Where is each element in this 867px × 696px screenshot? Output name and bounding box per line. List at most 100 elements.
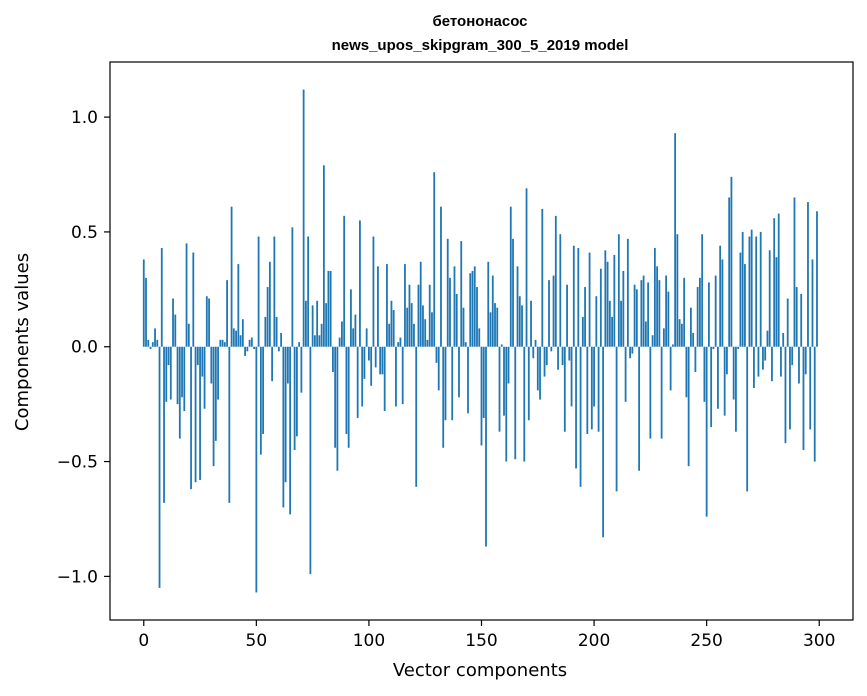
bar [336, 346, 339, 471]
bar [417, 284, 420, 347]
bar [719, 245, 722, 347]
bar [744, 264, 746, 347]
bar [584, 287, 586, 347]
bar [649, 346, 652, 439]
bar [777, 213, 780, 347]
bar [793, 197, 796, 347]
bar [280, 332, 283, 347]
bar [145, 277, 147, 347]
bar [307, 236, 310, 347]
bar [633, 284, 636, 347]
bar [750, 229, 753, 347]
bar [572, 245, 575, 347]
bar [532, 346, 535, 359]
bar [676, 234, 679, 347]
bar [149, 346, 152, 350]
bar [608, 300, 611, 347]
bar [534, 339, 537, 347]
bar [570, 346, 573, 407]
bar [635, 289, 638, 347]
bar [467, 346, 469, 414]
bar [739, 252, 742, 347]
bar [602, 346, 604, 538]
bar [460, 241, 463, 347]
y-tick-label: −1.0 [57, 567, 98, 587]
bar [662, 328, 665, 347]
x-tick-label: 250 [690, 631, 722, 651]
bar [395, 346, 397, 407]
bar [359, 220, 361, 347]
bar [230, 206, 233, 347]
bar [764, 346, 767, 361]
bar [606, 261, 609, 347]
bar [392, 310, 395, 347]
bar [518, 296, 521, 347]
bar [178, 346, 181, 439]
bar [451, 346, 454, 421]
bar [293, 346, 296, 451]
bar [372, 236, 375, 347]
bar [410, 303, 413, 347]
bar [809, 346, 812, 430]
bar [325, 303, 328, 347]
bar [464, 342, 467, 347]
bar [426, 339, 429, 347]
bar [167, 346, 170, 366]
x-axis-ticks: 0 50 100 150 200 250 300 [138, 620, 835, 651]
bar [471, 270, 474, 347]
bar [147, 339, 150, 347]
bar [300, 346, 303, 393]
chart-subtitle: news_upos_skipgram_300_5_2019 model [332, 37, 629, 54]
bar [568, 346, 571, 361]
bar [239, 335, 242, 347]
bar [523, 346, 526, 462]
bar [566, 284, 568, 347]
bar [190, 346, 192, 490]
bar [365, 328, 368, 347]
bar [802, 346, 805, 451]
bar [813, 346, 816, 462]
bar [710, 346, 713, 428]
bar [185, 243, 188, 347]
bar [482, 346, 485, 418]
bar [241, 319, 244, 347]
bar [309, 346, 312, 575]
y-tick-label: 0.5 [71, 223, 98, 243]
bar [798, 346, 800, 384]
bar [476, 287, 478, 347]
bar [154, 328, 156, 347]
bar [629, 346, 631, 359]
bar [320, 323, 323, 347]
bar [737, 346, 740, 350]
bar [667, 291, 670, 347]
bar [246, 346, 249, 352]
bar [401, 346, 404, 405]
bar [341, 321, 343, 347]
bar [345, 346, 348, 434]
bar [374, 346, 377, 368]
bar [491, 275, 494, 347]
bar [298, 342, 301, 347]
bar [489, 312, 492, 347]
bar [347, 346, 350, 448]
bar [257, 236, 260, 347]
bar [791, 346, 794, 366]
bar [255, 346, 258, 593]
bar [759, 231, 762, 347]
bar [377, 266, 379, 347]
bar [762, 346, 764, 370]
bar [768, 250, 771, 347]
bar [653, 248, 656, 347]
x-tick-label: 300 [803, 631, 835, 651]
bar [597, 346, 600, 432]
bar [674, 133, 677, 347]
bar [766, 330, 769, 347]
bar [338, 337, 341, 347]
bar [541, 208, 544, 347]
bar [480, 346, 483, 446]
bar [599, 268, 602, 347]
bar [253, 346, 255, 350]
bar [422, 305, 424, 347]
bar [212, 346, 215, 467]
